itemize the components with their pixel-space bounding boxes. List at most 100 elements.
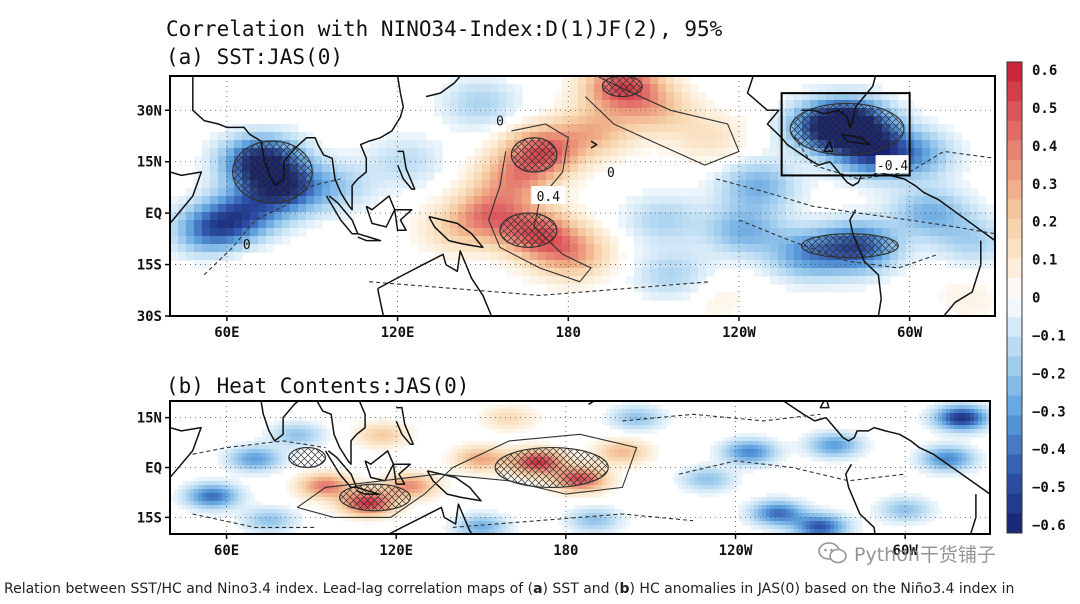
shade-cell: [882, 505, 887, 510]
shade-cell: [574, 521, 579, 526]
shade-cell: [262, 509, 267, 514]
shade-cell: [882, 180, 891, 189]
shade-cell: [810, 529, 815, 534]
shade-cell: [898, 116, 907, 125]
shade-cell: [402, 445, 407, 450]
shade-cell: [506, 268, 515, 277]
shade-cell: [882, 196, 891, 205]
shade-cell: [754, 521, 759, 526]
shade-cell: [242, 513, 247, 518]
shade-cell: [578, 212, 587, 221]
shade-cell: [458, 236, 467, 245]
shade-cell: [842, 156, 851, 165]
shade-cell: [426, 481, 431, 486]
shade-cell: [482, 521, 487, 526]
shade-cell: [650, 140, 659, 149]
shade-cell: [626, 517, 631, 522]
shade-cell: [518, 445, 523, 450]
shade-cell: [322, 204, 331, 213]
shade-cell: [802, 453, 807, 458]
shade-cell: [218, 244, 227, 253]
shade-cell: [178, 196, 187, 205]
shade-cell: [970, 425, 975, 430]
shade-cell: [434, 489, 439, 494]
shade-cell: [278, 453, 283, 458]
shade-cell: [658, 284, 667, 293]
shade-cell: [242, 124, 251, 133]
shade-cell: [682, 100, 691, 109]
shade-cell: [922, 453, 927, 458]
shade-cell: [898, 260, 907, 269]
shade-cell: [826, 429, 831, 434]
shade-cell: [434, 485, 439, 490]
shade-cell: [490, 252, 499, 261]
shade-cell: [642, 212, 651, 221]
shade-cell: [482, 156, 491, 165]
shade-cell: [754, 172, 763, 181]
shade-cell: [726, 469, 731, 474]
shade-cell: [858, 433, 863, 438]
shade-cell: [246, 485, 251, 490]
shade-cell: [922, 220, 931, 229]
shade-cell: [850, 433, 855, 438]
shade-cell: [666, 244, 675, 253]
shade-cell: [790, 505, 795, 510]
shade-cell: [690, 268, 699, 277]
shade-cell: [638, 425, 643, 430]
shade-cell: [958, 473, 963, 478]
shade-cell: [962, 413, 967, 418]
shade-cell: [378, 425, 383, 430]
shade-cell: [746, 156, 755, 165]
shade-cell: [698, 489, 703, 494]
shade-cell: [566, 525, 571, 530]
shade-cell: [318, 493, 323, 498]
shade-cell: [802, 509, 807, 514]
shade-cell: [470, 529, 475, 534]
shade-cell: [390, 429, 395, 434]
shade-cell: [654, 409, 659, 414]
shade-cell: [802, 156, 811, 165]
shade-cell: [290, 521, 295, 526]
shade-cell: [842, 433, 847, 438]
shade-cell: [490, 421, 495, 426]
shade-cell: [642, 220, 651, 229]
shade-cell: [850, 449, 855, 454]
shade-cell: [458, 449, 463, 454]
shade-cell: [918, 417, 923, 422]
shade-cell: [754, 212, 763, 221]
shade-cell: [382, 437, 387, 442]
shade-cell: [210, 244, 219, 253]
shade-cell: [210, 140, 219, 149]
shade-cell: [686, 477, 691, 482]
shade-cell: [658, 292, 667, 301]
shade-cell: [606, 485, 611, 490]
shade-cell: [426, 196, 435, 205]
shade-cell: [786, 244, 795, 253]
shade-cell: [722, 140, 731, 149]
shade-cell: [578, 268, 587, 277]
shade-cell: [270, 457, 275, 462]
shade-cell: [922, 409, 927, 414]
shade-cell: [970, 413, 975, 418]
shade-cell: [474, 108, 483, 117]
shade-cell: [266, 473, 271, 478]
shade-cell: [762, 236, 771, 245]
shade-cell: [726, 449, 731, 454]
shade-cell: [226, 481, 231, 486]
shade-cell: [426, 489, 431, 494]
shade-cell: [222, 465, 227, 470]
shade-cell: [930, 509, 935, 514]
shade-cell: [770, 517, 775, 522]
shade-cell: [306, 433, 311, 438]
shade-cell: [930, 212, 939, 221]
shade-cell: [586, 84, 595, 93]
shade-cell: [930, 513, 935, 518]
shade-cell: [706, 156, 715, 165]
shade-cell: [690, 92, 699, 101]
shade-cell: [482, 457, 487, 462]
shade-cell: [602, 529, 607, 534]
shade-cell: [362, 188, 371, 197]
shade-cell: [486, 453, 491, 458]
shade-cell: [778, 501, 783, 506]
shade-cell: [690, 481, 695, 486]
